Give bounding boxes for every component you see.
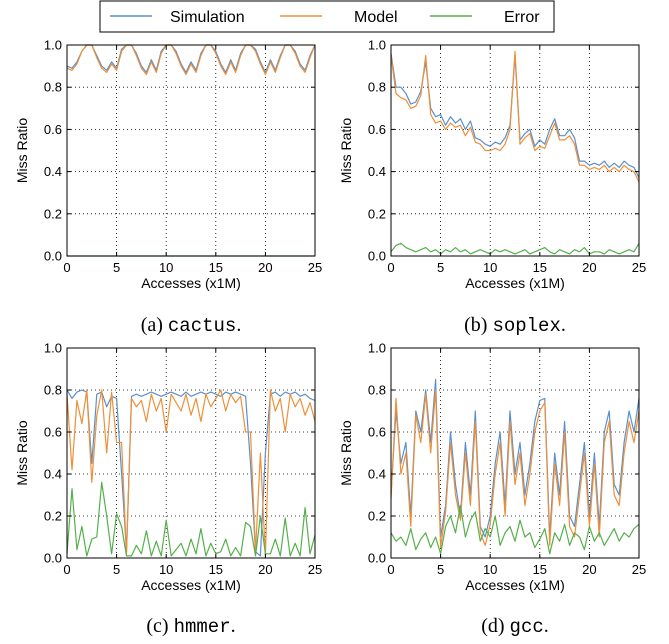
caption-prefix: (d) <box>481 615 509 637</box>
caption-suffix: . <box>544 615 549 637</box>
series-line-error <box>66 481 316 557</box>
y-tick-label: 0.6 <box>44 425 62 440</box>
y-tick-label: 0.2 <box>44 509 62 524</box>
chart-hmmer: 0 5 10 15 20 25 0.0 0.2 0.4 0.6 0.8 1.0 Accesses (x1… <box>14 341 322 639</box>
x-tick-label: 25 <box>632 260 646 275</box>
chart-caption: (b) soplex. <box>464 314 566 337</box>
x-tick-label: 10 <box>159 562 173 577</box>
y-tick-label: 0.2 <box>368 206 386 221</box>
x-tick-label: 15 <box>533 260 547 275</box>
y-tick-label: 0.4 <box>368 164 386 179</box>
plot-frame <box>66 347 316 559</box>
chart-caption: (d) gcc. <box>481 615 549 638</box>
y-tick-label: 0.0 <box>44 551 62 566</box>
caption-prefix: (b) <box>464 314 492 336</box>
plot-frame <box>390 44 640 257</box>
y-tick-label: 0.2 <box>368 509 386 524</box>
series-line-error <box>390 504 640 555</box>
x-tick-label: 25 <box>308 562 322 577</box>
series-line-simulation <box>390 53 640 179</box>
x-tick-label: 0 <box>63 260 70 275</box>
y-tick-label: 0.0 <box>368 551 386 566</box>
x-axis-label: Accesses (x1M) <box>141 275 241 291</box>
plot-frame <box>66 44 316 257</box>
legend-simulation-label: Simulation <box>170 9 245 26</box>
series-line-simulation <box>390 378 640 538</box>
y-tick-label: 0.6 <box>368 122 386 137</box>
y-tick-label: 0.6 <box>368 425 386 440</box>
caption-suffix: . <box>236 314 241 336</box>
chart-caption: (c) hmmer. <box>146 615 235 638</box>
chart-soplex: 0 5 10 15 20 25 0.0 0.2 0.4 0.6 0.8 1.0 Accesses (x1… <box>338 38 646 338</box>
series-line-model <box>66 44 316 76</box>
x-tick-label: 10 <box>159 260 173 275</box>
y-tick-label: 1.0 <box>44 38 62 53</box>
y-tick-label: 0.0 <box>44 249 62 264</box>
chart-caption: (a) cactus. <box>141 314 242 337</box>
chart-gcc: 0 5 10 15 20 25 0.0 0.2 0.4 0.6 0.8 1.0 Accesses (x1… <box>338 341 646 639</box>
caption-benchmark-name: gcc <box>510 616 544 638</box>
x-tick-label: 0 <box>387 562 394 577</box>
x-tick-label: 20 <box>258 562 272 577</box>
x-tick-label: 15 <box>533 562 547 577</box>
y-tick-label: 0.8 <box>44 80 62 95</box>
series-line-model <box>390 389 640 549</box>
x-tick-label: 10 <box>483 562 497 577</box>
y-tick-label: 0.2 <box>44 206 62 221</box>
x-tick-label: 25 <box>308 260 322 275</box>
y-axis-label: Miss Ratio <box>14 420 30 486</box>
series-line-simulation <box>66 44 316 74</box>
x-axis-label: Accesses (x1M) <box>465 275 565 291</box>
x-tick-label: 25 <box>632 562 646 577</box>
legend: Simulation Model Error <box>99 0 555 33</box>
caption-benchmark-name: hmmer <box>174 616 231 638</box>
x-tick-label: 15 <box>209 562 223 577</box>
y-tick-label: 0.4 <box>368 467 386 482</box>
y-tick-label: 1.0 <box>368 341 386 356</box>
x-tick-label: 5 <box>437 562 444 577</box>
x-tick-label: 20 <box>258 260 272 275</box>
caption-benchmark-name: cactus <box>168 315 236 337</box>
caption-prefix: (c) <box>146 615 173 637</box>
y-tick-label: 0.4 <box>44 467 62 482</box>
y-tick-label: 0.8 <box>44 383 62 398</box>
y-tick-label: 1.0 <box>44 341 62 356</box>
series-line-model <box>390 50 640 183</box>
y-tick-label: 0.0 <box>368 249 386 264</box>
x-tick-label: 5 <box>113 562 120 577</box>
x-tick-label: 20 <box>582 562 596 577</box>
caption-prefix: (a) <box>141 314 168 336</box>
x-tick-label: 0 <box>63 562 70 577</box>
series-line-error <box>390 242 640 255</box>
x-tick-label: 5 <box>113 260 120 275</box>
legend-error-label: Error <box>504 9 540 26</box>
y-axis-label: Miss Ratio <box>14 118 30 184</box>
chart-cactus: 0 5 10 15 20 25 0.0 0.2 0.4 0.6 0.8 1.0 Accesses (x1… <box>14 38 322 338</box>
series-line-simulation <box>66 389 316 557</box>
x-tick-label: 15 <box>209 260 223 275</box>
caption-suffix: . <box>561 314 566 336</box>
caption-benchmark-name: soplex <box>492 315 560 337</box>
x-tick-label: 10 <box>483 260 497 275</box>
y-tick-label: 0.8 <box>368 383 386 398</box>
caption-suffix: . <box>231 615 236 637</box>
series-line-model <box>66 389 316 557</box>
legend-model-label: Model <box>354 9 398 26</box>
y-axis-label: Miss Ratio <box>338 420 354 486</box>
plot-frame <box>390 347 640 559</box>
x-tick-label: 20 <box>582 260 596 275</box>
y-tick-label: 0.4 <box>44 164 62 179</box>
y-tick-label: 1.0 <box>368 38 386 53</box>
x-axis-label: Accesses (x1M) <box>465 577 565 593</box>
y-tick-label: 0.6 <box>44 122 62 137</box>
x-tick-label: 5 <box>437 260 444 275</box>
x-tick-label: 0 <box>387 260 394 275</box>
y-tick-label: 0.8 <box>368 80 386 95</box>
x-axis-label: Accesses (x1M) <box>141 577 241 593</box>
y-axis-label: Miss Ratio <box>338 118 354 184</box>
